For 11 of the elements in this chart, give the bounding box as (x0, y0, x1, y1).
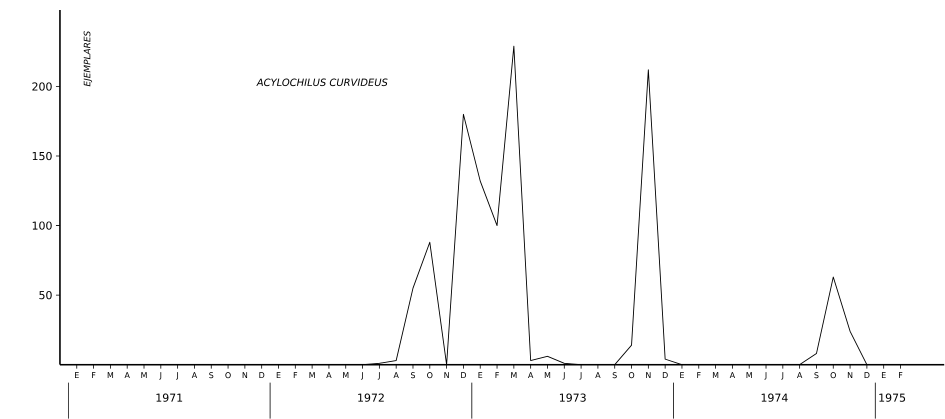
y-tick-label: 50 (39, 290, 52, 300)
text: 1972 (358, 394, 384, 402)
text: ACYLOCHILUS CURVIDEUS (256, 78, 388, 86)
text: 1973 (560, 394, 586, 402)
text: 1971 (156, 394, 182, 402)
y-tick-label: 200 (32, 82, 52, 91)
y-tick-label: 100 (32, 221, 52, 230)
text: 1975 (879, 394, 906, 402)
text: 1974 (762, 394, 788, 402)
y-axis-title: EJEMPLARES (84, 31, 92, 86)
y-tick-label: 150 (32, 152, 52, 160)
